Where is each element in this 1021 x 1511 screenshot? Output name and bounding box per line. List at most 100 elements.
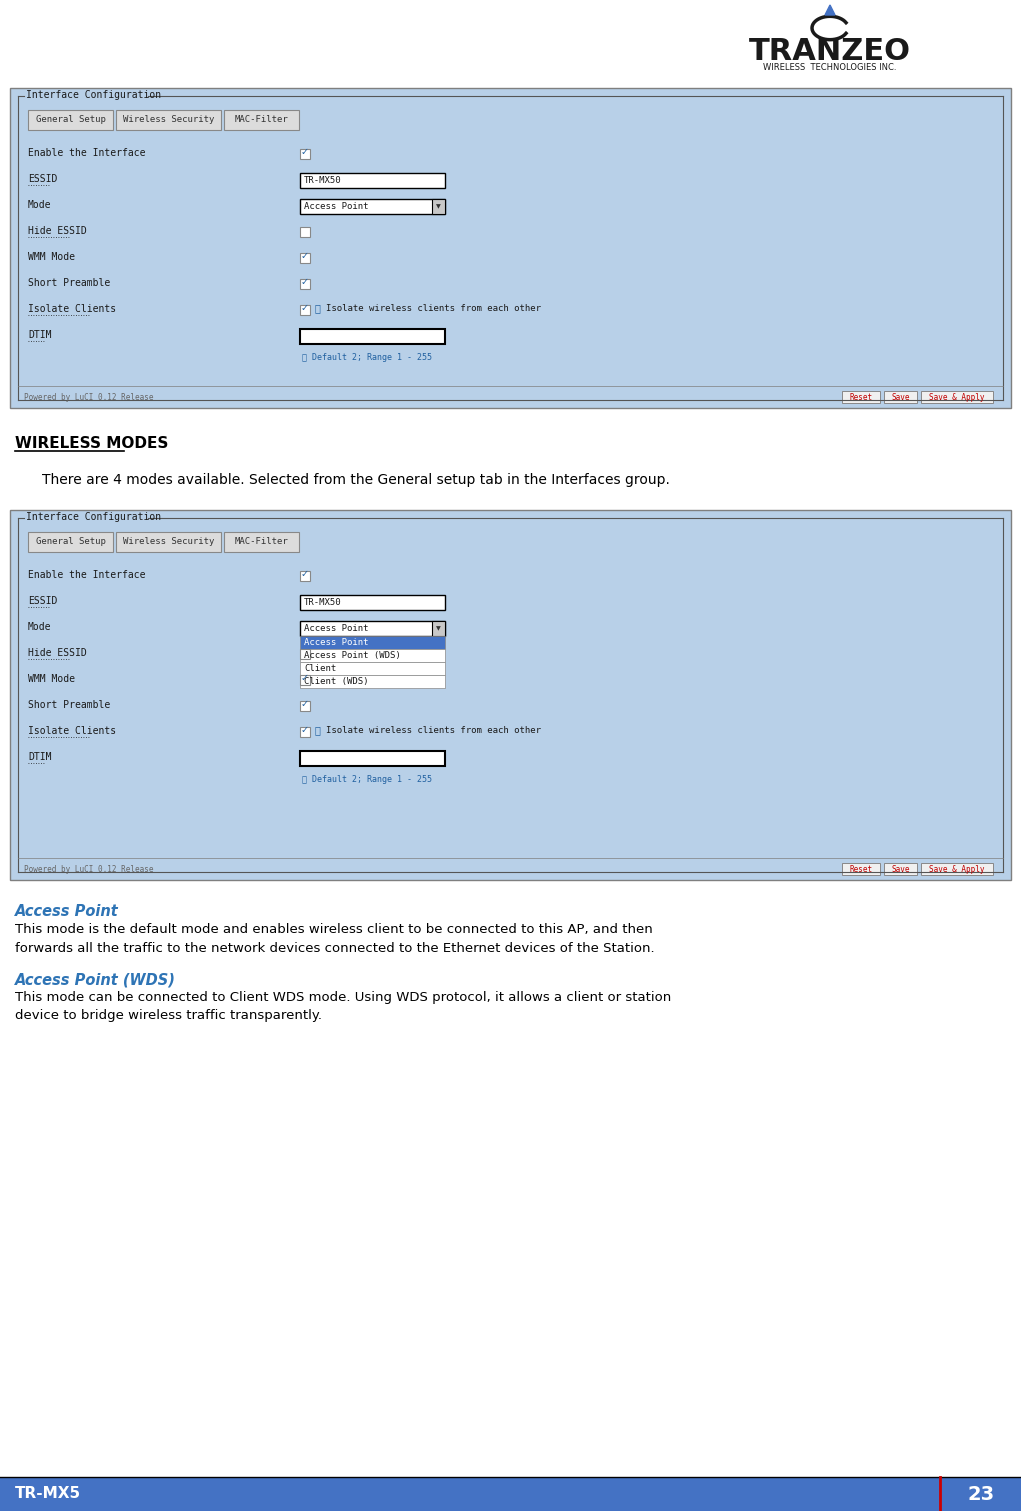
- Bar: [300, 650, 445, 662]
- Bar: [842, 863, 880, 875]
- Bar: [432, 199, 445, 215]
- Bar: [10, 88, 1011, 408]
- Bar: [0, 1476, 1021, 1511]
- Text: Save & Apply: Save & Apply: [929, 864, 985, 873]
- Text: Hide ESSID: Hide ESSID: [28, 227, 87, 236]
- Text: Isolate Clients: Isolate Clients: [28, 304, 116, 314]
- Bar: [300, 595, 445, 610]
- Text: DTIM: DTIM: [28, 752, 51, 762]
- Text: ✓: ✓: [301, 700, 309, 710]
- Text: ✓: ✓: [301, 570, 309, 580]
- Text: Reset: Reset: [849, 864, 873, 873]
- Bar: [300, 280, 310, 289]
- Text: Client (WDS): Client (WDS): [304, 677, 369, 686]
- Text: WIRELESS MODES: WIRELESS MODES: [15, 437, 168, 452]
- Text: MAC-Filter: MAC-Filter: [235, 538, 288, 547]
- Text: ✓: ✓: [301, 148, 309, 157]
- Bar: [10, 511, 1011, 879]
- Text: Mode: Mode: [28, 199, 51, 210]
- Bar: [300, 199, 445, 215]
- Bar: [300, 636, 445, 650]
- Text: ⓘ: ⓘ: [315, 304, 321, 313]
- Bar: [300, 329, 445, 345]
- Text: There are 4 modes available. Selected from the General setup tab in the Interfac: There are 4 modes available. Selected fr…: [42, 473, 670, 487]
- Text: Isolate wireless clients from each other: Isolate wireless clients from each other: [326, 304, 541, 313]
- Text: Powered by LuCI 0.12 Release: Powered by LuCI 0.12 Release: [25, 864, 153, 873]
- Bar: [432, 621, 445, 636]
- Text: ✓: ✓: [301, 278, 309, 287]
- Bar: [941, 1476, 1021, 1511]
- Bar: [300, 252, 310, 263]
- Text: Wireless Security: Wireless Security: [123, 538, 214, 547]
- Bar: [884, 863, 918, 875]
- Bar: [921, 391, 993, 403]
- Bar: [28, 532, 113, 552]
- Text: ✓: ✓: [301, 674, 309, 683]
- Bar: [300, 172, 445, 187]
- Bar: [300, 305, 310, 314]
- Text: Wireless Security: Wireless Security: [123, 115, 214, 124]
- Text: WIRELESS  TECHNOLOGIES INC.: WIRELESS TECHNOLOGIES INC.: [764, 63, 896, 73]
- Text: 23: 23: [968, 1484, 994, 1503]
- Bar: [300, 675, 445, 688]
- Text: WMM Mode: WMM Mode: [28, 252, 75, 261]
- Bar: [300, 150, 310, 159]
- Text: This mode can be connected to Client WDS mode. Using WDS protocol, it allows a c: This mode can be connected to Client WDS…: [15, 991, 671, 1005]
- Bar: [921, 863, 993, 875]
- Text: Access Point: Access Point: [304, 638, 369, 647]
- Text: Reset: Reset: [849, 393, 873, 402]
- Text: ✓: ✓: [301, 725, 309, 736]
- Text: Access Point: Access Point: [304, 202, 369, 212]
- Bar: [224, 532, 299, 552]
- Text: forwards all the traffic to the network devices connected to the Ethernet device: forwards all the traffic to the network …: [15, 941, 654, 955]
- Bar: [116, 532, 221, 552]
- Text: Isolate Clients: Isolate Clients: [28, 725, 116, 736]
- Text: This mode is the default mode and enables wireless client to be connected to thi: This mode is the default mode and enable…: [15, 923, 652, 937]
- Bar: [884, 391, 918, 403]
- Bar: [300, 227, 310, 237]
- Text: TR-MX5: TR-MX5: [15, 1487, 81, 1502]
- Text: Hide ESSID: Hide ESSID: [28, 648, 87, 657]
- Text: Access Point (WDS): Access Point (WDS): [15, 973, 176, 988]
- Bar: [300, 751, 445, 766]
- Text: Save & Apply: Save & Apply: [929, 393, 985, 402]
- Text: WMM Mode: WMM Mode: [28, 674, 75, 684]
- Text: ⓘ: ⓘ: [315, 725, 321, 736]
- Bar: [300, 621, 445, 636]
- Bar: [300, 727, 310, 737]
- Bar: [28, 110, 113, 130]
- Text: TRANZEO: TRANZEO: [749, 38, 911, 66]
- Text: ▼: ▼: [436, 626, 441, 632]
- Bar: [300, 650, 310, 659]
- Text: DTIM: DTIM: [28, 329, 51, 340]
- Polygon shape: [825, 5, 835, 15]
- Text: Access Point: Access Point: [15, 905, 118, 920]
- Text: Client: Client: [304, 663, 336, 672]
- Text: TR-MX50: TR-MX50: [304, 175, 342, 184]
- Text: Access Point: Access Point: [304, 624, 369, 633]
- Text: device to bridge wireless traffic transparently.: device to bridge wireless traffic transp…: [15, 1009, 322, 1023]
- Text: Enable the Interface: Enable the Interface: [28, 148, 146, 159]
- Bar: [300, 571, 310, 582]
- Text: Isolate wireless clients from each other: Isolate wireless clients from each other: [326, 725, 541, 734]
- Bar: [116, 110, 221, 130]
- Text: ⓘ Default 2; Range 1 - 255: ⓘ Default 2; Range 1 - 255: [302, 352, 432, 361]
- Text: Short Preamble: Short Preamble: [28, 700, 110, 710]
- Text: ✓: ✓: [301, 304, 309, 313]
- Text: Interface Configuration: Interface Configuration: [26, 512, 161, 521]
- Bar: [300, 662, 445, 675]
- Text: ⓘ Default 2; Range 1 - 255: ⓘ Default 2; Range 1 - 255: [302, 775, 432, 784]
- Text: MAC-Filter: MAC-Filter: [235, 115, 288, 124]
- Text: Save: Save: [891, 864, 910, 873]
- Bar: [300, 701, 310, 712]
- Text: Interface Configuration: Interface Configuration: [26, 91, 161, 100]
- Bar: [224, 110, 299, 130]
- Text: ESSID: ESSID: [28, 174, 57, 184]
- Text: General Setup: General Setup: [36, 115, 105, 124]
- Text: TR-MX50: TR-MX50: [304, 598, 342, 607]
- Text: General Setup: General Setup: [36, 538, 105, 547]
- Text: Powered by LuCI 0.12 Release: Powered by LuCI 0.12 Release: [25, 393, 153, 402]
- Text: Enable the Interface: Enable the Interface: [28, 570, 146, 580]
- Text: ▼: ▼: [436, 204, 441, 209]
- Text: Short Preamble: Short Preamble: [28, 278, 110, 289]
